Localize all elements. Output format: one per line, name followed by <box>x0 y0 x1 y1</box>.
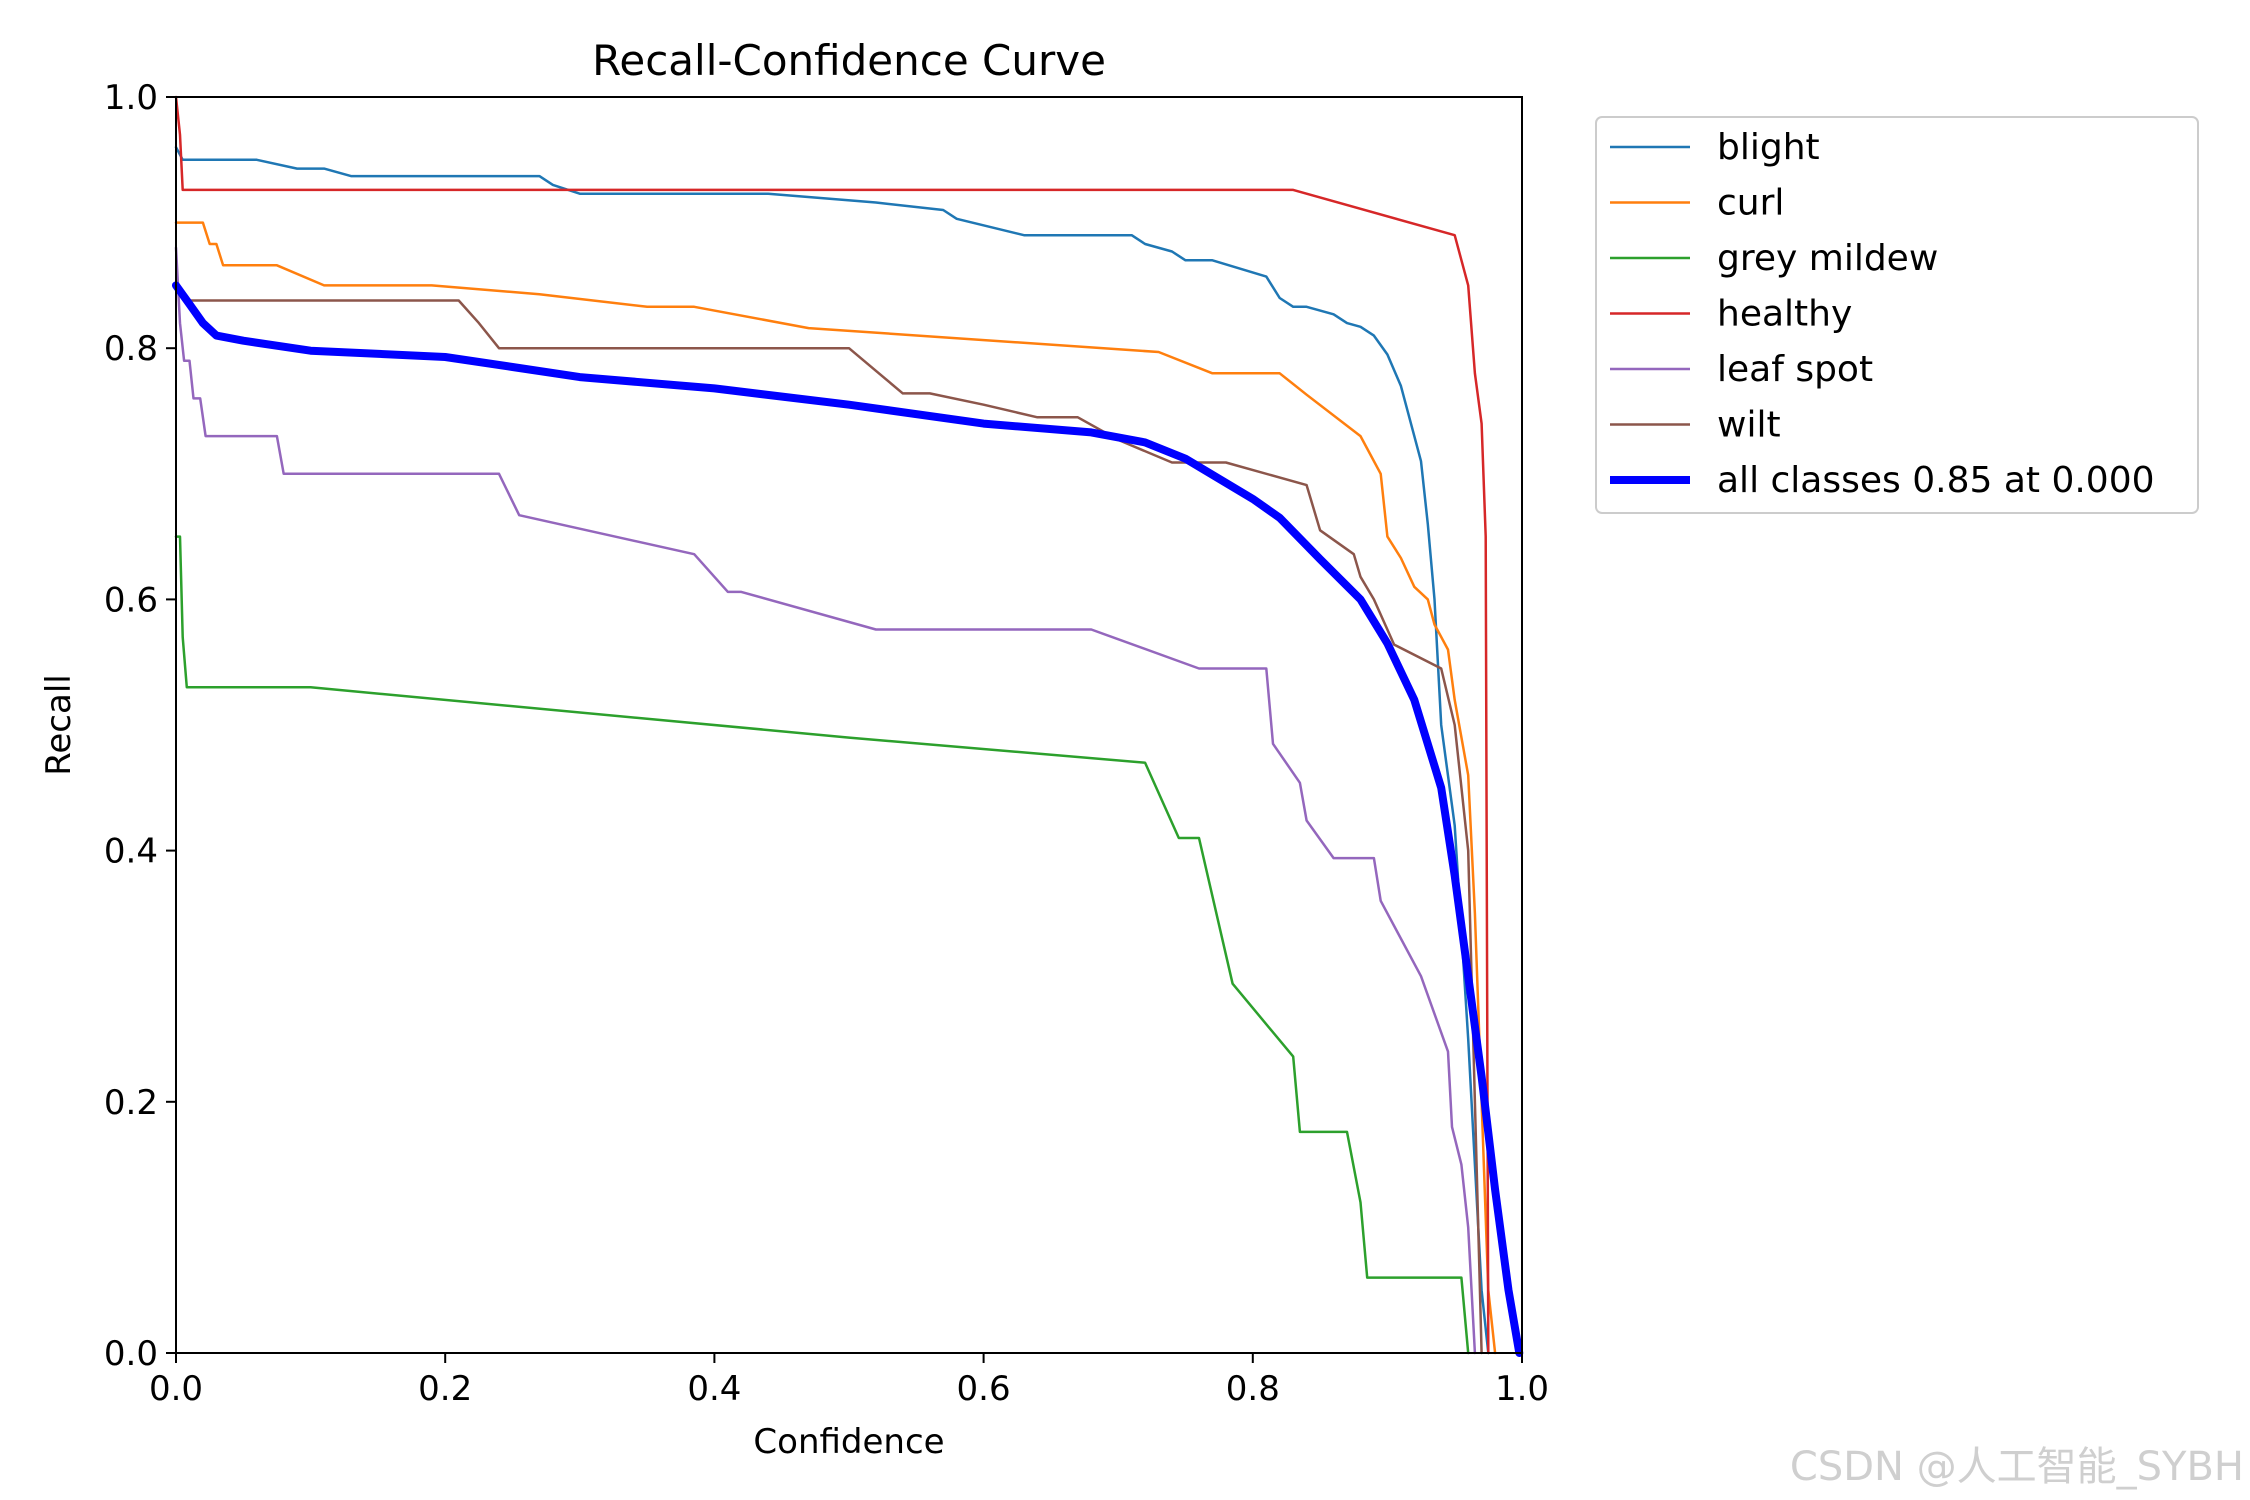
chart-title: Recall-Confidence Curve <box>592 36 1106 85</box>
series-line-grey <box>174 535 1470 1355</box>
legend-label: leaf spot <box>1717 349 1873 390</box>
legend-label: healthy <box>1717 294 1852 335</box>
y-axis: 0.0 0.2 0.4 0.6 0.8 1.0 <box>104 78 176 1374</box>
series-line-curl <box>174 221 1497 1355</box>
legend-label: all classes 0.85 at 0.000 <box>1717 460 2155 501</box>
legend: blight curl grey mildew healthy leaf spot wil… <box>1595 116 2199 514</box>
x-tick-label: 0.4 <box>687 1369 741 1409</box>
y-tick-label: 0.8 <box>104 329 158 369</box>
series-line-healthy <box>174 95 1490 1355</box>
x-tick-label: 0.0 <box>149 1369 203 1409</box>
legend-label: curl <box>1717 183 1784 224</box>
x-tick-label: 0.2 <box>418 1369 472 1409</box>
legend-label: grey mildew <box>1717 238 1938 279</box>
y-tick-label: 0.4 <box>104 832 158 872</box>
x-axis-label: Confidence <box>753 1422 944 1462</box>
y-tick-label: 0.2 <box>104 1083 158 1123</box>
legend-label: blight <box>1717 127 1820 168</box>
series-line-blight <box>174 145 1490 1355</box>
x-tick-label: 1.0 <box>1495 1369 1549 1409</box>
series-line-all-classes <box>172 281 1524 1357</box>
x-axis: 0.0 0.2 0.4 0.6 0.8 1.0 <box>149 1353 1549 1409</box>
x-tick-label: 0.6 <box>957 1369 1011 1409</box>
plot-lines <box>172 95 1524 1357</box>
watermark: CSDN @人工智能_SYBH <box>1789 1444 2244 1490</box>
series-line-wilt <box>174 284 1483 1355</box>
y-tick-label: 0.0 <box>104 1334 158 1374</box>
y-tick-label: 0.6 <box>104 580 158 620</box>
series-line-leaf <box>174 246 1477 1355</box>
legend-box <box>1595 116 2199 514</box>
plot-frame <box>175 96 1523 1354</box>
y-axis-label: Recall <box>39 674 79 775</box>
legend-label: wilt <box>1717 405 1781 446</box>
x-tick-label: 0.8 <box>1226 1369 1280 1409</box>
y-tick-label: 1.0 <box>104 78 158 118</box>
